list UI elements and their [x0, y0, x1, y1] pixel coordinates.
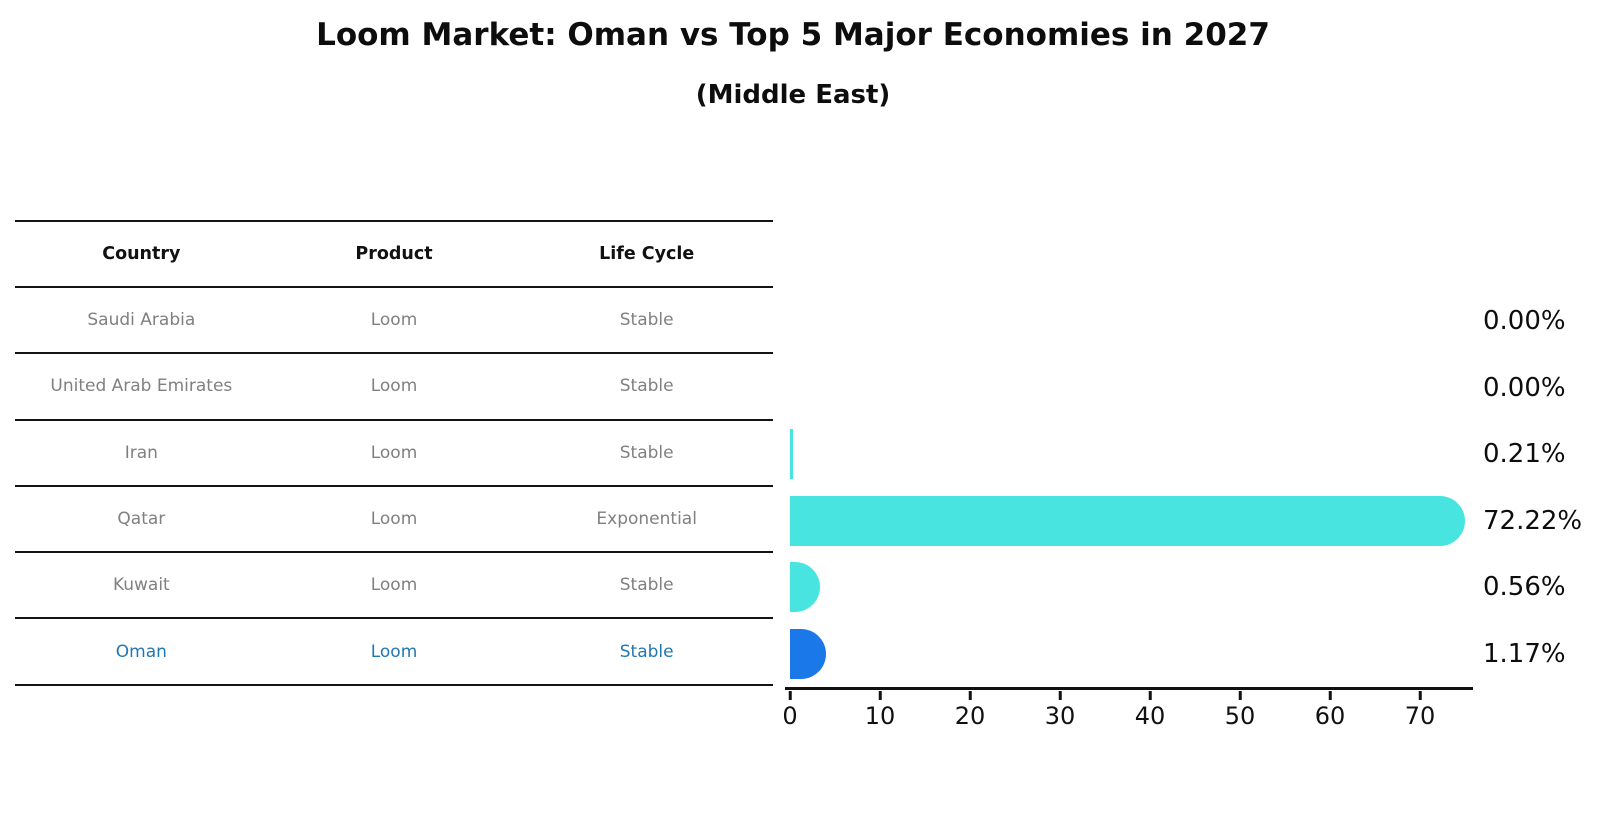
x-tick-mark-40 — [1148, 691, 1152, 700]
table-header-product: Product — [355, 244, 433, 264]
value-label-saudi-arabia: 0.00% — [1483, 306, 1566, 337]
x-tick-label-30: 30 — [1044, 702, 1076, 730]
value-label-oman: 1.17% — [1483, 638, 1566, 669]
x-tick-label-60: 60 — [1314, 702, 1346, 730]
bar-iran — [790, 429, 793, 480]
value-labels: 0.00% 0.00% 0.21% 72.22% 0.56% 1.17% — [1483, 288, 1603, 690]
plot-area — [785, 288, 1473, 690]
bar-oman — [790, 628, 826, 679]
x-tick-label-40: 40 — [1134, 702, 1166, 730]
table-cell-country: Qatar — [117, 509, 166, 530]
table-cell-product: Loom — [370, 509, 418, 530]
x-tick-mark-10 — [878, 691, 882, 700]
table-cell-life-cycle: Stable — [619, 575, 674, 596]
table-cell-country: Saudi Arabia — [87, 310, 196, 331]
chart-title: Loom Market: Oman vs Top 5 Major Economi… — [316, 17, 1270, 53]
table-header-life-cycle: Life Cycle — [599, 244, 695, 264]
country-table: Country Product Life Cycle Saudi Arabia L… — [15, 220, 773, 686]
table-cell-country: United Arab Emirates — [50, 376, 233, 397]
table-cell-product: Loom — [370, 641, 418, 662]
chart-subtitle: (Middle East) — [695, 80, 891, 110]
x-tick-label-50: 50 — [1224, 702, 1256, 730]
table-row-qatar: Qatar Loom Exponential — [15, 487, 773, 554]
table-cell-product: Loom — [370, 575, 418, 596]
table-cell-product: Loom — [370, 310, 418, 331]
table-cell-country: Kuwait — [112, 575, 170, 596]
table-cell-life-cycle: Stable — [619, 310, 674, 331]
x-tick-mark-50 — [1238, 691, 1242, 700]
x-tick-mark-0 — [788, 691, 792, 700]
table-row-kuwait: Kuwait Loom Stable — [15, 553, 773, 620]
x-tick-mark-20 — [968, 691, 972, 700]
table-header-row: Country Product Life Cycle — [15, 222, 773, 288]
x-tick-label-10: 10 — [864, 702, 896, 730]
x-tick-label-70: 70 — [1404, 702, 1436, 730]
x-tick-mark-30 — [1058, 691, 1062, 700]
table-cell-country: Iran — [124, 442, 158, 463]
table-row-iran: Iran Loom Stable — [15, 421, 773, 487]
bar-kuwait — [790, 562, 821, 613]
x-tick-label-20: 20 — [954, 702, 986, 730]
value-label-qatar: 72.22% — [1483, 505, 1583, 536]
bar-qatar — [790, 495, 1465, 546]
table-cell-life-cycle: Stable — [619, 442, 674, 463]
x-tick-mark-60 — [1328, 691, 1332, 700]
table-row-saudi-arabia: Saudi Arabia Loom Stable — [15, 288, 773, 355]
table-cell-product: Loom — [370, 376, 418, 397]
x-tick-mark-70 — [1418, 691, 1422, 700]
table-row-united-arab-emirates: United Arab Emirates Loom Stable — [15, 354, 773, 421]
table-cell-country: Oman — [115, 641, 167, 662]
table-cell-product: Loom — [370, 442, 418, 463]
table-row-oman: Oman Loom Stable — [15, 619, 773, 686]
x-tick-label-0: 0 — [782, 702, 798, 730]
table-body: Saudi Arabia Loom Stable United Arab Emirat… — [15, 288, 773, 686]
value-label-iran: 0.21% — [1483, 439, 1566, 470]
value-label-united-arab-emirates: 0.00% — [1483, 372, 1566, 403]
value-label-kuwait: 0.56% — [1483, 572, 1566, 603]
table-cell-life-cycle: Stable — [619, 641, 674, 662]
table-header-country: Country — [102, 244, 181, 264]
table-cell-life-cycle: Stable — [619, 376, 674, 397]
x-axis-ticks: 0 10 20 30 40 50 60 70 — [782, 691, 1473, 751]
table-cell-life-cycle: Exponential — [596, 509, 697, 530]
